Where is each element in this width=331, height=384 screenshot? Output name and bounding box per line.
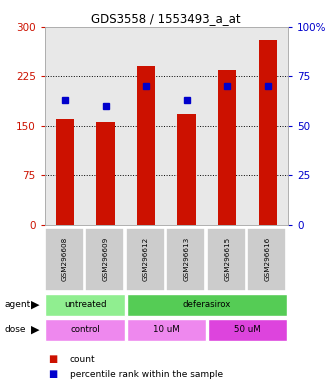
FancyBboxPatch shape xyxy=(45,319,125,341)
Text: GSM296613: GSM296613 xyxy=(184,237,190,281)
Text: 10 uM: 10 uM xyxy=(153,325,180,334)
FancyBboxPatch shape xyxy=(126,319,206,341)
Text: dose: dose xyxy=(5,325,26,334)
Bar xyxy=(177,114,196,225)
Bar xyxy=(259,40,277,225)
FancyBboxPatch shape xyxy=(126,228,165,291)
Text: ■: ■ xyxy=(48,369,57,379)
FancyBboxPatch shape xyxy=(126,294,287,316)
Text: deferasirox: deferasirox xyxy=(183,300,231,310)
Text: GSM296608: GSM296608 xyxy=(62,237,68,281)
FancyBboxPatch shape xyxy=(208,319,287,341)
Text: untreated: untreated xyxy=(64,300,107,310)
Bar xyxy=(218,70,236,225)
FancyBboxPatch shape xyxy=(45,228,84,291)
Text: GSM296609: GSM296609 xyxy=(103,237,109,281)
Text: 50 uM: 50 uM xyxy=(234,325,261,334)
Bar xyxy=(56,119,74,225)
Text: GSM296615: GSM296615 xyxy=(224,237,230,281)
Text: count: count xyxy=(70,354,95,364)
Text: GDS3558 / 1553493_a_at: GDS3558 / 1553493_a_at xyxy=(91,12,240,25)
FancyBboxPatch shape xyxy=(85,228,124,291)
Bar xyxy=(96,122,115,225)
Bar xyxy=(137,66,155,225)
Text: GSM296616: GSM296616 xyxy=(265,237,271,281)
Text: control: control xyxy=(71,325,100,334)
Text: percentile rank within the sample: percentile rank within the sample xyxy=(70,370,223,379)
FancyBboxPatch shape xyxy=(247,228,286,291)
FancyBboxPatch shape xyxy=(166,228,205,291)
FancyBboxPatch shape xyxy=(207,228,246,291)
FancyBboxPatch shape xyxy=(45,294,125,316)
Text: ▶: ▶ xyxy=(30,325,39,335)
Text: GSM296612: GSM296612 xyxy=(143,237,149,281)
Text: agent: agent xyxy=(5,300,31,310)
Text: ■: ■ xyxy=(48,354,57,364)
Text: ▶: ▶ xyxy=(30,300,39,310)
